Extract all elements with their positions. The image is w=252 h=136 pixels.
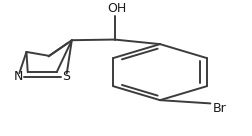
Text: OH: OH — [108, 2, 127, 15]
Text: S: S — [62, 70, 70, 83]
Text: N: N — [13, 70, 23, 83]
Text: Br: Br — [213, 102, 227, 115]
